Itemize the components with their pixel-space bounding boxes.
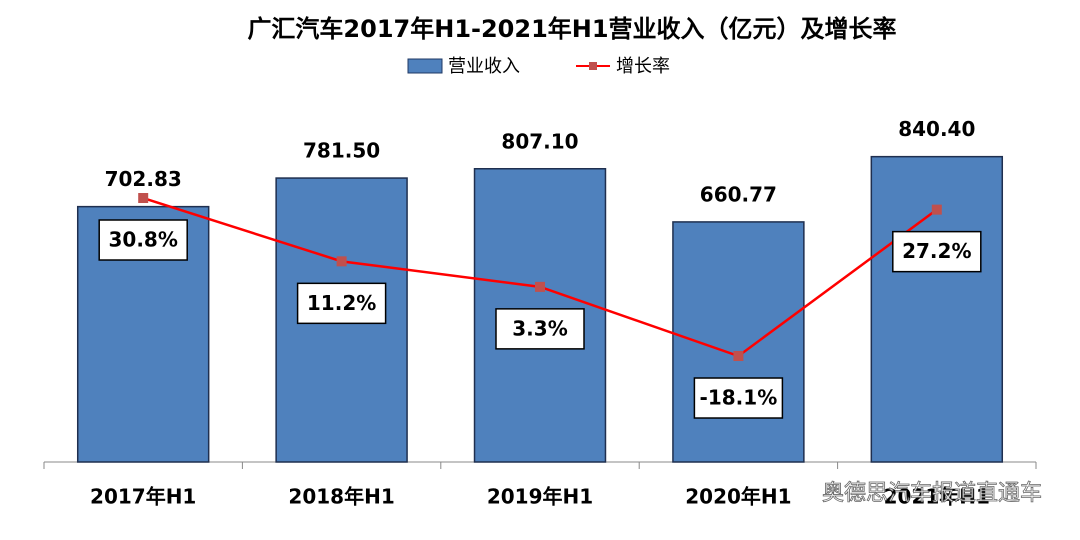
bar-value-label: 702.83 (105, 167, 182, 191)
bar (870, 155, 1004, 463)
legend-label: 增长率 (616, 56, 670, 77)
line-label-box (892, 230, 982, 273)
x-tick-label: 2020年H1 (685, 485, 791, 509)
line-label-box (495, 308, 585, 350)
bar-value-label: 840.40 (898, 117, 975, 141)
bar-value-label: 660.77 (700, 182, 777, 206)
x-tick-label: 2021年H1 (884, 485, 990, 509)
line-value-label: 11.2% (307, 291, 376, 315)
line-marker (138, 193, 149, 204)
x-tick-label: 2018年H1 (288, 485, 394, 509)
x-tick-label: 2019年H1 (487, 485, 593, 509)
legend-label: 营业收入 (448, 56, 520, 77)
line-value-label: 30.8% (109, 228, 178, 252)
legend-swatch (407, 58, 443, 74)
line-marker (535, 281, 545, 292)
bar-value-label: 807.10 (501, 129, 578, 153)
chart-title: 广汇汽车2017年H1-2021年H1营业收入（亿元）及增长率 (247, 15, 896, 43)
line-value-label: -18.1% (700, 386, 778, 410)
line-label-box (98, 219, 188, 261)
legend-marker (589, 62, 597, 70)
x-tick-label: 2017年H1 (90, 485, 196, 509)
line-label-box (296, 282, 387, 325)
line-value-label: 27.2% (902, 239, 971, 263)
line-marker (931, 204, 942, 215)
bar (672, 221, 805, 463)
watermark: 奥德思汽车报道直通车 (822, 481, 1042, 506)
line-value-label: 3.3% (512, 316, 567, 340)
bar-value-label: 781.50 (303, 139, 380, 163)
line-marker (733, 351, 744, 362)
line-marker (336, 256, 347, 267)
line-label-box (693, 377, 784, 419)
